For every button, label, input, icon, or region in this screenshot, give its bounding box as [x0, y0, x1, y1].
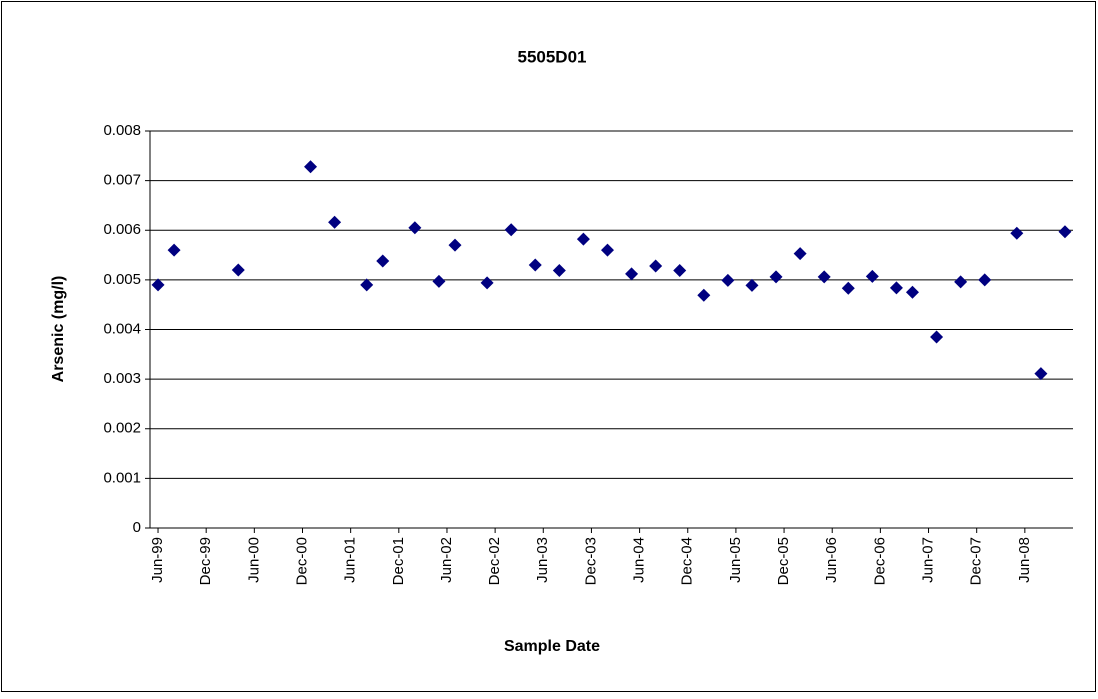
x-axis-title: Sample Date: [504, 638, 600, 655]
data-point: [151, 278, 165, 292]
data-point: [625, 267, 639, 281]
data-point: [328, 215, 342, 229]
x-tick-label: Dec-04: [679, 537, 696, 585]
x-tick-label: Jun-02: [438, 537, 455, 583]
data-point: [231, 263, 245, 277]
y-tick-label: 0.004: [103, 320, 141, 337]
data-point: [448, 238, 462, 252]
y-tick-label: 0.003: [103, 370, 141, 387]
x-tick-label: Jun-99: [149, 537, 166, 583]
x-tick-label: Dec-07: [968, 537, 985, 585]
y-tick-label: 0.007: [103, 172, 141, 189]
data-point: [167, 243, 181, 257]
data-point: [889, 281, 903, 295]
x-tick-label: Jun-08: [1016, 537, 1033, 583]
data-point: [697, 288, 711, 302]
y-tick-label: 0.008: [103, 122, 141, 139]
data-point: [954, 275, 968, 289]
data-point: [817, 270, 831, 284]
data-point: [304, 160, 318, 174]
data-point: [1010, 226, 1024, 240]
data-point: [721, 273, 735, 287]
y-axis-title: Arsenic (mg/l): [50, 276, 67, 383]
x-tick-label: Dec-00: [293, 537, 310, 585]
x-tick-label: Dec-99: [197, 537, 214, 585]
data-point: [649, 259, 663, 273]
x-tick-label: Dec-05: [775, 537, 792, 585]
data-point: [360, 278, 374, 292]
data-point: [600, 243, 614, 257]
y-tick-label: 0.002: [103, 420, 141, 437]
data-point: [769, 270, 783, 284]
data-point: [865, 269, 879, 283]
x-tick-label: Jun-05: [727, 537, 744, 583]
data-point: [745, 278, 759, 292]
y-tick-label: 0.001: [103, 469, 141, 486]
data-point: [793, 247, 807, 261]
data-point: [841, 281, 855, 295]
data-point: [930, 330, 944, 344]
x-tick-label: Jun-07: [919, 537, 936, 583]
data-point: [978, 273, 992, 287]
y-tick-label: 0: [133, 519, 141, 536]
x-tick-label: Jun-01: [342, 537, 359, 583]
x-tick-label: Dec-01: [390, 537, 407, 585]
x-tick-label: Dec-03: [582, 537, 599, 585]
data-point: [1034, 367, 1048, 381]
x-tick-label: Jun-03: [534, 537, 551, 583]
data-point: [673, 263, 687, 277]
y-tick-label: 0.005: [103, 271, 141, 288]
y-tick-label: 0.006: [103, 221, 141, 238]
data-point: [376, 254, 390, 268]
data-point: [552, 263, 566, 277]
x-tick-label: Jun-06: [823, 537, 840, 583]
x-tick-label: Jun-00: [245, 537, 262, 583]
data-point: [504, 223, 518, 237]
data-point: [480, 276, 494, 290]
data-point: [905, 285, 919, 299]
data-point: [528, 258, 542, 272]
x-tick-label: Dec-06: [871, 537, 888, 585]
data-point: [576, 232, 590, 246]
data-point: [408, 221, 422, 235]
x-tick-label: Dec-02: [486, 537, 503, 585]
data-point: [1058, 225, 1072, 239]
x-tick-label: Jun-04: [631, 537, 648, 583]
data-point: [432, 274, 446, 288]
chart-title: 5505D01: [517, 47, 586, 66]
